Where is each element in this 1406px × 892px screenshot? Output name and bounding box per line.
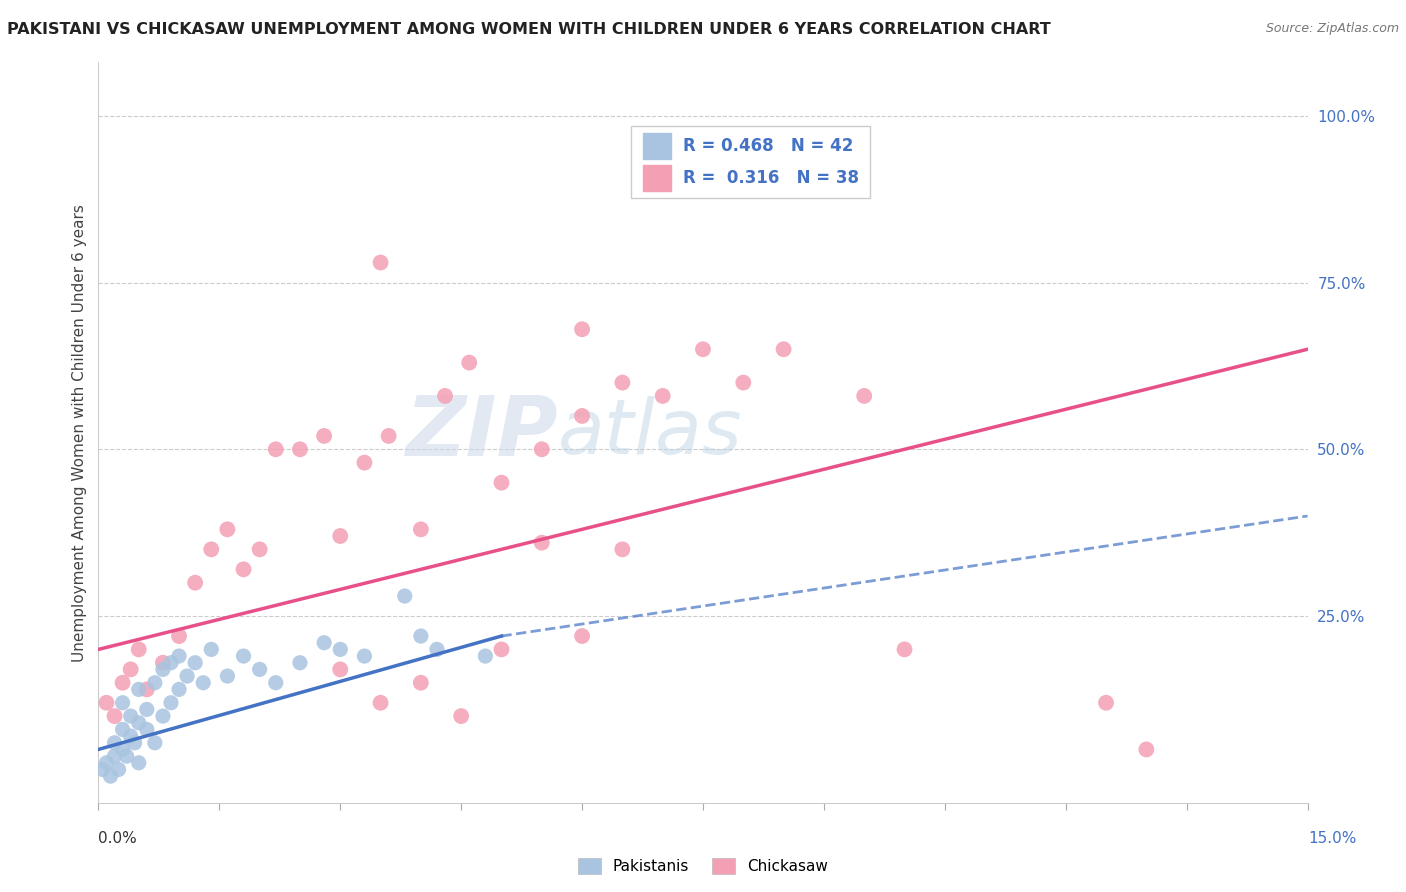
Point [111,675,134,690]
Point [135,723,157,737]
Point [409,629,432,643]
Point [264,675,287,690]
Point [353,456,375,470]
Point [329,662,352,676]
Point [184,575,207,590]
Text: PAKISTANI VS CHICKASAW UNEMPLOYMENT AMONG WOMEN WITH CHILDREN UNDER 6 YEARS CORR: PAKISTANI VS CHICKASAW UNEMPLOYMENT AMON… [7,22,1050,37]
Point [143,736,166,750]
Point [329,529,352,543]
Point [474,648,496,663]
Point [314,636,336,650]
Point [128,682,150,697]
Point [409,522,432,536]
Point [249,662,271,676]
Point [167,648,190,663]
Point [160,696,183,710]
Point [152,662,174,676]
Point [184,656,207,670]
Point [120,729,142,743]
Point [107,763,129,777]
Point [96,756,118,770]
Point [200,642,222,657]
Point [143,675,166,690]
Point [288,656,311,670]
Point [124,736,146,750]
Point [200,542,222,557]
Point [651,389,673,403]
Text: atlas: atlas [558,396,742,469]
Point [377,429,399,443]
Point [571,322,593,336]
Point [329,642,352,657]
Point [128,715,150,730]
Point [353,648,375,663]
Point [111,723,134,737]
Legend: Pakistanis, Chickasaw: Pakistanis, Chickasaw [572,852,834,880]
Point [120,662,142,676]
Point [264,442,287,457]
Point [491,642,513,657]
Point [111,742,134,756]
Point [135,682,157,697]
Point [176,669,198,683]
Text: ZIP: ZIP [405,392,558,473]
Point [167,629,190,643]
Point [692,343,714,357]
Point [103,749,125,764]
Point [612,376,634,390]
Point [217,669,239,683]
Point [128,642,150,657]
Point [458,355,481,369]
Point [370,255,392,269]
Point [135,702,157,716]
Point [128,756,150,770]
Point [217,522,239,536]
Point [733,376,755,390]
Point [103,709,125,723]
Point [152,709,174,723]
Point [314,429,336,443]
Point [100,769,122,783]
Point [160,656,183,670]
Point [103,736,125,750]
Point [120,709,142,723]
Point [772,343,794,357]
Point [394,589,416,603]
Point [370,696,392,710]
Point [1095,696,1118,710]
Text: 0.0%: 0.0% [98,831,138,846]
Point [232,648,254,663]
Text: R = 0.468   N = 42: R = 0.468 N = 42 [682,137,853,155]
Point [115,749,138,764]
Y-axis label: Unemployment Among Women with Children Under 6 years: Unemployment Among Women with Children U… [72,203,87,662]
Point [530,535,553,549]
Point [111,696,134,710]
Text: Source: ZipAtlas.com: Source: ZipAtlas.com [1265,22,1399,36]
Point [232,562,254,576]
Point [450,709,472,723]
Point [571,409,593,423]
Point [193,675,215,690]
Text: R =  0.316   N = 38: R = 0.316 N = 38 [682,169,859,186]
Point [167,682,190,697]
Point [571,629,593,643]
Point [426,642,449,657]
Point [530,442,553,457]
Point [288,442,311,457]
Point [1135,742,1157,756]
Point [612,542,634,557]
Text: 15.0%: 15.0% [1309,831,1357,846]
Point [409,675,432,690]
Point [853,389,876,403]
Point [91,763,114,777]
Point [249,542,271,557]
Point [152,656,174,670]
Point [893,642,915,657]
Point [491,475,513,490]
Point [96,696,118,710]
Point [434,389,457,403]
